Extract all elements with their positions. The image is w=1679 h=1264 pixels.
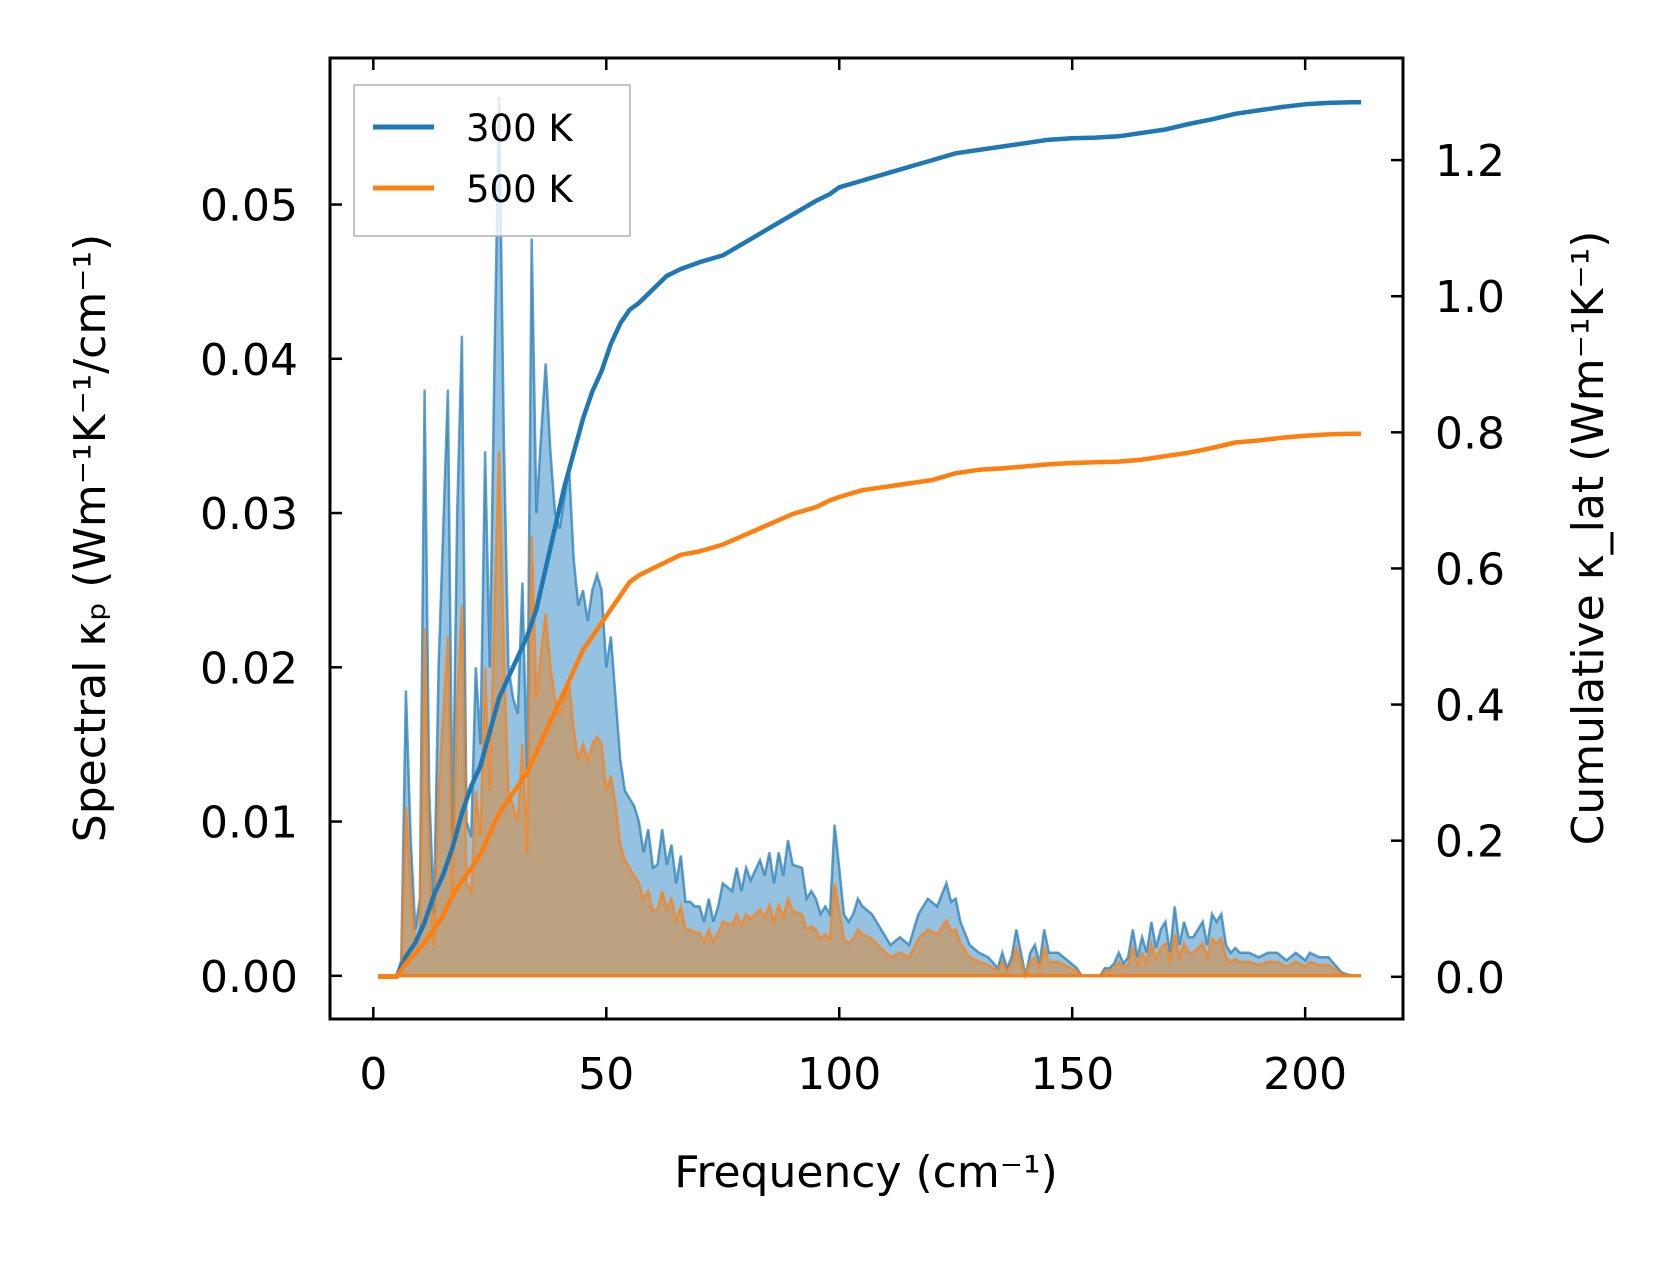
x-tick-label: 150 <box>1030 1049 1114 1100</box>
y-axis-left-label: Spectral κₚ (Wm⁻¹K⁻¹/cm⁻¹) <box>65 234 116 842</box>
y-right-tick-label: 1.0 <box>1435 272 1505 323</box>
cumulative-line-500k <box>378 431 1362 980</box>
y-right-tick-label: 0.8 <box>1435 408 1505 459</box>
cumulative-line-300k <box>378 99 1362 980</box>
y-axis-right-label: Cumulative κ_lat (Wm⁻¹K⁻¹) <box>1563 231 1614 846</box>
x-axis-label: Frequency (cm⁻¹) <box>674 1147 1058 1198</box>
y-left-tick-label: 0.05 <box>200 181 298 232</box>
x-tick-label: 50 <box>578 1049 634 1100</box>
spectral-area-500k <box>377 451 1362 976</box>
x-tick-label: 200 <box>1263 1049 1347 1100</box>
y-left-tick-label: 0.03 <box>200 489 298 540</box>
y-right-tick-label: 0.0 <box>1435 953 1505 1004</box>
legend-label-500k: 500 K <box>466 168 574 211</box>
x-tick-label: 0 <box>359 1049 387 1100</box>
y-right-tick-label: 0.2 <box>1435 817 1505 868</box>
x-tick-label: 100 <box>797 1049 881 1100</box>
axes-frame <box>328 56 1405 1021</box>
y-left-tick-label: 0.00 <box>200 952 298 1003</box>
y-left-tick-label: 0.04 <box>200 335 298 386</box>
y-left-tick-label: 0.02 <box>200 643 298 694</box>
spectral-line-500k <box>378 451 1362 980</box>
y-right-tick-label: 0.4 <box>1435 681 1505 732</box>
y-right-tick-label: 0.6 <box>1435 544 1505 595</box>
plot-area <box>377 96 1362 980</box>
spectral-line-300k <box>378 96 1362 978</box>
legend-box <box>353 84 631 237</box>
y-right-tick-label: 1.2 <box>1435 136 1505 187</box>
legend: 300 K 500 K <box>353 84 631 237</box>
legend-label-300k: 300 K <box>466 107 574 150</box>
axis-ticks: 0 50 100 150 200 0.00 0.01 0.02 0.03 0.04 0.05 0.0 0… <box>200 58 1505 1100</box>
y-left-tick-label: 0.01 <box>200 798 298 849</box>
